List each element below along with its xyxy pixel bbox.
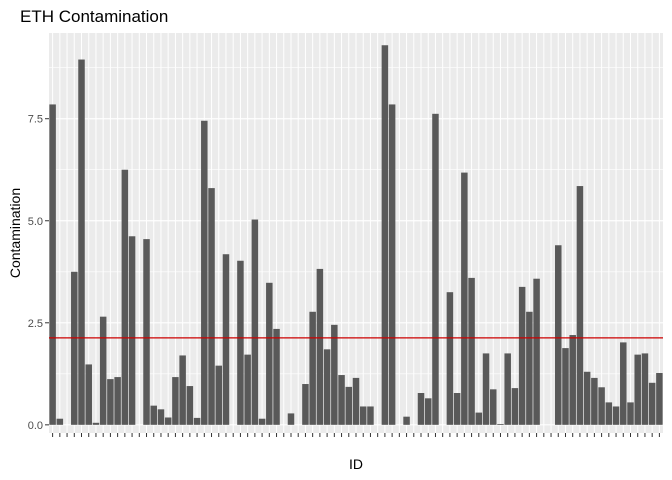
y-tick-label: 5.0: [28, 216, 43, 228]
bar: [266, 282, 273, 425]
bar: [316, 268, 324, 425]
bar: [107, 379, 114, 425]
bar: [331, 324, 338, 425]
bar: [497, 424, 504, 425]
bar: [511, 388, 519, 425]
bar: [251, 219, 259, 425]
bar: [345, 386, 353, 425]
bar: [468, 277, 475, 425]
bar: [489, 389, 497, 425]
bar: [424, 398, 432, 425]
bar: [164, 417, 172, 425]
bar: [323, 349, 331, 425]
bar: [627, 402, 634, 425]
bar: [367, 406, 374, 425]
bar: [656, 373, 663, 425]
y-axis: 0.0 2.5 5.0 7.5: [28, 114, 49, 432]
bar: [114, 377, 121, 425]
bar: [287, 413, 295, 425]
bar: [446, 292, 454, 425]
bar: [193, 417, 201, 425]
bar: [482, 353, 490, 425]
bar: [49, 104, 56, 425]
bar: [598, 387, 605, 425]
bar: [591, 377, 598, 425]
bar: [648, 382, 656, 425]
bar: [186, 386, 194, 425]
bar: [309, 311, 316, 425]
chart-title: ETH Contamination: [20, 7, 168, 26]
bar: [576, 186, 584, 425]
bar: [381, 45, 389, 425]
bar: [150, 405, 157, 425]
bar: [143, 239, 150, 425]
bar: [569, 335, 576, 425]
y-tick-label: 7.5: [28, 114, 43, 126]
bar: [237, 260, 244, 425]
bar: [338, 375, 345, 425]
bar: [201, 120, 208, 425]
bar: [258, 418, 266, 425]
bars: [49, 45, 663, 425]
x-axis-ticks: [52, 433, 660, 437]
bar: [562, 348, 569, 425]
bar: [504, 353, 511, 425]
bar: [461, 172, 468, 425]
bar: [641, 353, 649, 425]
x-axis-title: ID: [349, 456, 363, 472]
y-tick-label: 0.0: [28, 420, 43, 432]
bar: [612, 406, 620, 425]
y-axis-title: Contamination: [7, 188, 23, 278]
bar: [533, 278, 540, 425]
bar: [620, 342, 627, 425]
bar: [244, 354, 251, 425]
bar: [71, 271, 78, 425]
bar: [555, 245, 562, 425]
bar: [56, 418, 64, 425]
bar: [583, 371, 591, 425]
bar: [222, 254, 230, 425]
bar: [273, 328, 280, 425]
bar: [388, 104, 396, 425]
bar: [605, 402, 613, 425]
bar: [417, 393, 425, 425]
y-tick-label: 2.5: [28, 318, 43, 330]
bar: [453, 393, 461, 425]
bar: [518, 286, 526, 425]
bar: [634, 354, 641, 425]
bar: [157, 409, 165, 425]
bar: [92, 422, 100, 425]
bar: [99, 316, 107, 425]
bar: [179, 355, 186, 425]
bar: [215, 365, 223, 425]
bar: [403, 416, 410, 425]
bar: [78, 59, 85, 425]
bar: [526, 311, 533, 425]
bar: [128, 236, 136, 425]
bar: [475, 412, 483, 425]
bar: [432, 113, 439, 425]
bar: [302, 384, 309, 425]
bar: [208, 188, 215, 425]
bar: [359, 406, 367, 425]
bar: [352, 377, 360, 425]
bar: [172, 377, 179, 425]
bar: [85, 364, 92, 425]
bar: [121, 169, 129, 425]
